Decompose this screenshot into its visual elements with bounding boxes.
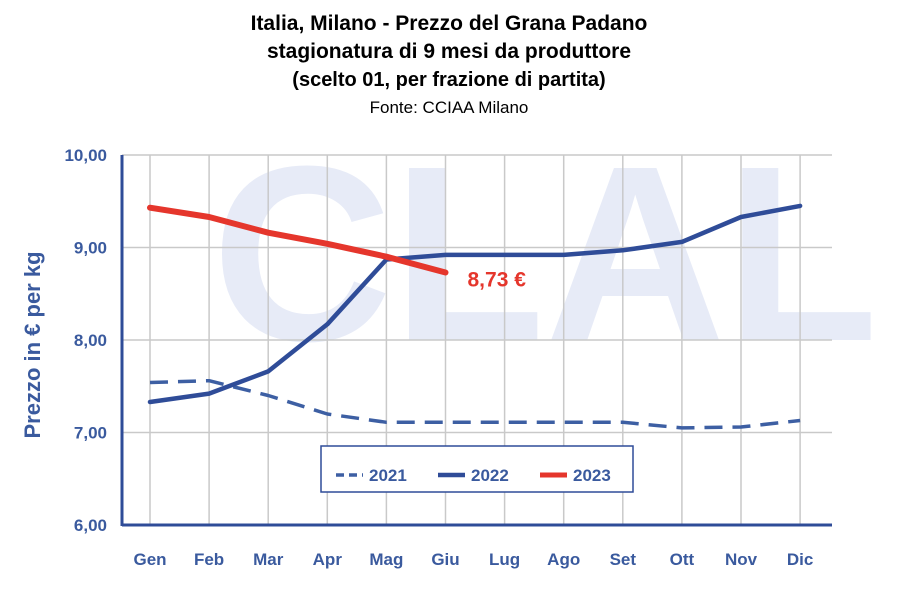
legend-label-2023: 2023 bbox=[573, 466, 611, 485]
series-line-2021 bbox=[149, 378, 801, 430]
x-tick-label: Mar bbox=[253, 550, 284, 569]
y-tick-label: 8,00 bbox=[74, 331, 107, 350]
y-tick-label: 7,00 bbox=[74, 424, 107, 443]
legend-label-2022: 2022 bbox=[471, 466, 509, 485]
x-tick-label: Mag bbox=[369, 550, 403, 569]
x-tick-label: Gen bbox=[133, 550, 166, 569]
chart-source: Fonte: CCIAA Milano bbox=[369, 98, 529, 117]
y-tick-label: 6,00 bbox=[74, 516, 107, 535]
y-axis-label: Prezzo in € per kg bbox=[20, 251, 45, 438]
chart-title-line-2: stagionatura di 9 mesi da produttore bbox=[266, 40, 632, 63]
axes bbox=[120, 155, 832, 527]
x-tick-labels: Gen Feb Mar Apr Mag Giu Lug Ago Set Ott Nov Dic bbox=[133, 550, 813, 569]
legend-box bbox=[320, 445, 634, 493]
x-tick-label: Set bbox=[610, 550, 637, 569]
y-tick-label: 9,00 bbox=[74, 239, 107, 258]
x-tick-label: Feb bbox=[194, 550, 224, 569]
y-tick-label: 10,00 bbox=[64, 146, 107, 165]
y-tick-labels: 6,00 7,00 8,00 9,00 10,00 bbox=[64, 146, 107, 535]
chart-title-line-1: Italia, Milano - Prezzo del Grana Padano bbox=[250, 12, 648, 35]
x-tick-label: Lug bbox=[489, 550, 520, 569]
x-tick-label: Dic bbox=[787, 550, 813, 569]
x-tick-label: Ott bbox=[670, 550, 695, 569]
legend: 2021 2022 2023 bbox=[320, 445, 634, 493]
chart-title-line-3: (scelto 01, per frazione di partita) bbox=[292, 69, 606, 91]
x-tick-label: Nov bbox=[725, 550, 758, 569]
x-tick-label: Giu bbox=[431, 550, 459, 569]
legend-label-2021: 2021 bbox=[369, 466, 407, 485]
annotation-last-value: 8,73 € bbox=[468, 268, 527, 291]
x-tick-label: Ago bbox=[547, 550, 580, 569]
series-lines bbox=[147, 203, 803, 430]
series-line-2023 bbox=[147, 204, 449, 276]
x-tick-label: Apr bbox=[313, 550, 343, 569]
series-line-2022 bbox=[147, 203, 803, 405]
